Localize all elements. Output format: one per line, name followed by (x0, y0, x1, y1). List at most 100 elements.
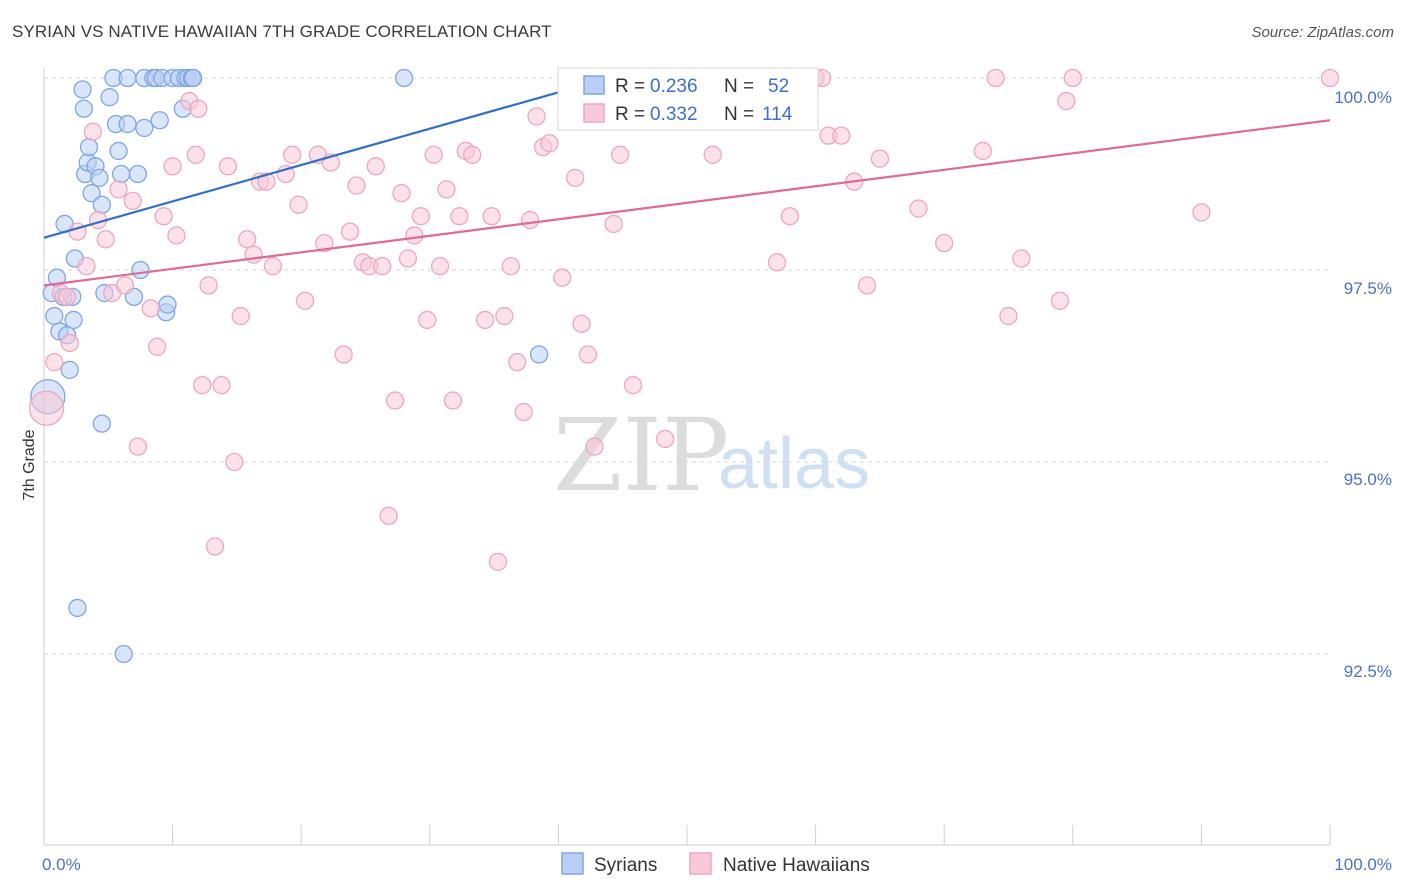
y-tick-label-97-5: 97.5% (1344, 279, 1392, 298)
point-syrians-27 (109, 141, 128, 161)
point-native-hawaiians-106 (1057, 91, 1076, 111)
y-axis-label: 7th Grade (21, 429, 38, 500)
point-native-hawaiians-12 (115, 276, 135, 295)
point-syrians-17 (79, 137, 99, 157)
y-tick-label-95: 95.0% (1344, 470, 1392, 489)
point-syrians-13 (73, 80, 92, 99)
point-native-hawaiians-75 (572, 314, 591, 333)
point-native-hawaiians-107 (1063, 68, 1082, 88)
point-native-hawaiians-102 (986, 68, 1005, 88)
series-legend-label-syrians: Syrians (594, 855, 657, 876)
watermark-atlas: atlas (718, 424, 870, 504)
point-native-hawaiians-68 (514, 402, 533, 422)
gridlines (44, 77, 1330, 655)
point-native-hawaiians-25 (212, 376, 231, 395)
point-syrians-50 (394, 68, 414, 88)
legend-n-label-syrians: N = (724, 76, 754, 97)
point-native-hawaiians-59 (450, 207, 469, 226)
point-native-hawaiians-104 (1012, 249, 1031, 268)
point-native-hawaiians-26 (218, 157, 238, 176)
point-native-hawaiians-16 (148, 337, 167, 356)
legend-n-label-native-hawaiians: N = (724, 104, 754, 125)
point-native-hawaiians-33 (263, 257, 283, 276)
series-legend-swatch-native-hawaiians (689, 852, 712, 875)
point-native-hawaiians-109 (1320, 68, 1340, 88)
point-syrians-12 (68, 598, 87, 618)
point-native-hawaiians-37 (295, 291, 315, 310)
point-native-hawaiians-24 (205, 537, 225, 556)
point-native-hawaiians-99 (909, 199, 928, 218)
point-native-hawaiians-81 (623, 376, 643, 395)
point-native-hawaiians-27 (225, 452, 244, 472)
point-native-hawaiians-77 (585, 437, 604, 456)
point-native-hawaiians-0 (28, 390, 65, 426)
series-legend-swatch-syrians (561, 852, 584, 875)
chart-source: Source: ZipAtlas.com (1251, 24, 1394, 41)
point-native-hawaiians-3 (57, 287, 77, 307)
y-tick-label-92-5: 92.5% (1344, 662, 1392, 681)
point-syrians-8 (60, 360, 79, 379)
trend-line-syrians (43, 73, 623, 239)
point-native-hawaiians-19 (167, 226, 186, 245)
legend-swatch-native-hawaiians (583, 103, 605, 123)
trend-line-native-hawaiians (43, 119, 1331, 287)
point-native-hawaiians-41 (334, 345, 353, 364)
point-native-hawaiians-76 (578, 345, 598, 364)
point-native-hawaiians-48 (379, 506, 398, 525)
point-native-hawaiians-23 (199, 276, 218, 295)
point-native-hawaiians-103 (999, 306, 1018, 326)
trend-lines (43, 73, 1331, 287)
point-native-hawaiians-90 (767, 253, 787, 272)
point-native-hawaiians-95 (832, 126, 851, 145)
point-syrians-22 (92, 414, 112, 433)
point-native-hawaiians-7 (83, 122, 103, 141)
point-native-hawaiians-29 (238, 230, 257, 249)
x-tick-label-max: 100.0% (1334, 855, 1392, 874)
point-syrians-30 (118, 68, 137, 88)
point-syrians-36 (135, 118, 154, 138)
legend-r-value-native-hawaiians: 0.332 (650, 104, 698, 125)
series-legend: Syrians Native Hawaiians (561, 852, 870, 876)
point-native-hawaiians-69 (520, 210, 540, 230)
point-native-hawaiians-57 (437, 180, 456, 199)
point-native-hawaiians-61 (463, 145, 482, 164)
point-syrians-18 (82, 184, 101, 203)
series-legend-label-native-hawaiians: Native Hawaiians (723, 855, 870, 876)
point-native-hawaiians-11 (109, 180, 128, 199)
point-native-hawaiians-21 (186, 145, 205, 164)
point-syrians-28 (112, 164, 131, 184)
point-native-hawaiians-63 (482, 207, 501, 226)
point-native-hawaiians-42 (340, 222, 360, 241)
point-native-hawaiians-13 (123, 191, 142, 211)
legend-swatch-syrians (583, 75, 605, 95)
point-native-hawaiians-74 (565, 168, 585, 187)
point-native-hawaiians-98 (870, 149, 890, 168)
point-native-hawaiians-58 (443, 391, 463, 410)
point-native-hawaiians-56 (430, 257, 450, 276)
point-native-hawaiians-67 (508, 353, 527, 372)
point-native-hawaiians-4 (60, 333, 79, 353)
point-native-hawaiians-17 (154, 207, 173, 226)
point-native-hawaiians-51 (398, 249, 418, 268)
point-native-hawaiians-22 (193, 376, 212, 395)
point-native-hawaiians-64 (488, 552, 508, 571)
point-native-hawaiians-100 (935, 233, 954, 253)
point-syrians-31 (118, 114, 137, 134)
point-native-hawaiians-70 (527, 107, 546, 126)
point-native-hawaiians-6 (77, 257, 96, 276)
point-syrians-33 (128, 164, 148, 184)
y-tick-label-100: 100.0% (1334, 88, 1392, 107)
x-tick-label-min: 0.0% (42, 855, 81, 874)
point-native-hawaiians-105 (1050, 291, 1070, 310)
point-native-hawaiians-54 (418, 310, 437, 330)
point-native-hawaiians-49 (385, 391, 405, 410)
point-native-hawaiians-52 (405, 226, 424, 245)
point-native-hawaiians-18 (163, 157, 182, 176)
point-native-hawaiians-43 (347, 176, 366, 195)
chart-title: SYRIAN VS NATIVE HAWAIIAN 7TH GRADE CORR… (12, 22, 552, 41)
legend-r-label-native-hawaiians: R = (615, 104, 645, 125)
point-native-hawaiians-55 (424, 145, 443, 164)
point-native-hawaiians-53 (411, 207, 430, 226)
legend-r-label-syrians: R = (615, 76, 645, 97)
point-native-hawaiians-79 (604, 214, 623, 234)
